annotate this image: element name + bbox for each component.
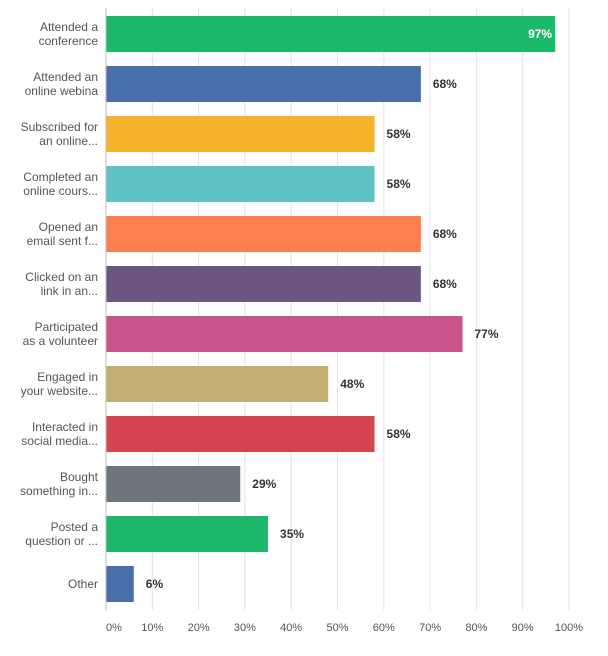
category-label-12: Other xyxy=(68,577,98,591)
value-labels: 97% 68% 58% 58% 68% 68% 77% 48% 58% 29% 35% 6% xyxy=(146,27,553,591)
category-label-4: Completed an online cours... xyxy=(23,170,98,198)
category-label-3: Subscribed for an online... xyxy=(21,120,98,148)
category-labels: Attended a conference Attended an online we… xyxy=(20,20,99,591)
bar-8 xyxy=(106,366,329,402)
category-label-2: Attended an online webina xyxy=(25,70,99,98)
bar-9 xyxy=(106,416,375,452)
value-label-8: 48% xyxy=(340,377,364,391)
bars xyxy=(106,16,556,602)
bar-11 xyxy=(106,516,269,552)
x-tick-label-20: 20% xyxy=(188,622,210,634)
value-label-1: 97% xyxy=(528,27,552,41)
category-label-7: Participated as a volunteer xyxy=(23,320,98,348)
x-tick-label-40: 40% xyxy=(280,622,302,634)
value-label-7: 77% xyxy=(475,327,499,341)
gridlines xyxy=(151,8,570,610)
bar-7 xyxy=(106,316,463,352)
x-tick-label-60: 60% xyxy=(373,622,395,634)
bar-2 xyxy=(106,66,421,102)
bar-6 xyxy=(106,266,421,302)
x-tick-label-100: 100% xyxy=(555,622,583,634)
value-label-9: 58% xyxy=(387,427,411,441)
value-label-10: 29% xyxy=(252,477,276,491)
x-tick-label-50: 50% xyxy=(326,622,348,634)
x-tick-label-80: 80% xyxy=(465,622,487,634)
x-tick-label-0: 0% xyxy=(106,622,122,634)
x-tick-label-90: 90% xyxy=(512,622,534,634)
x-tick-label-30: 30% xyxy=(234,622,256,634)
bar-1 xyxy=(106,16,556,52)
bar-5 xyxy=(106,216,421,252)
bar-12 xyxy=(106,566,134,602)
x-axis-ticks: 0% 10% 20% 30% 40% 50% 60% 70% 80% 90% 100% xyxy=(106,622,583,634)
value-label-6: 68% xyxy=(433,277,457,291)
value-label-3: 58% xyxy=(387,127,411,141)
value-label-4: 58% xyxy=(387,177,411,191)
category-label-10: Bought something in... xyxy=(20,470,99,498)
value-label-11: 35% xyxy=(280,527,304,541)
x-tick-label-70: 70% xyxy=(419,622,441,634)
value-label-12: 6% xyxy=(146,577,164,591)
category-label-1: Attended a conference xyxy=(39,20,99,48)
category-label-8: Engaged in your website... xyxy=(21,370,98,398)
category-label-6: Clicked on an link in an... xyxy=(25,270,98,298)
bar-10 xyxy=(106,466,241,502)
x-tick-label-10: 10% xyxy=(141,622,163,634)
category-label-11: Posted a question or ... xyxy=(25,520,98,548)
bar-3 xyxy=(106,116,375,152)
value-label-5: 68% xyxy=(433,227,457,241)
bar-4 xyxy=(106,166,375,202)
category-label-9: Interacted in social media... xyxy=(21,420,98,448)
category-label-5: Opened an email sent f... xyxy=(27,220,98,248)
value-label-2: 68% xyxy=(433,77,457,91)
